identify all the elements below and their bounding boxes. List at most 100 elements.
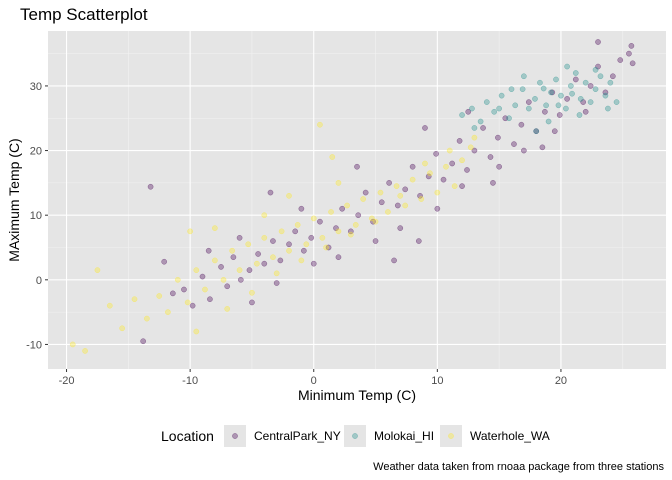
point-centralpark-ny bbox=[308, 234, 315, 241]
point-molokai-hi bbox=[558, 92, 564, 99]
point-waterhole-wa bbox=[212, 257, 218, 264]
point-waterhole-wa bbox=[69, 341, 76, 348]
point-centralpark-ny bbox=[277, 257, 284, 264]
point-waterhole-wa bbox=[94, 267, 101, 273]
point-centralpark-ny bbox=[464, 167, 470, 173]
point-molokai-hi bbox=[613, 99, 620, 105]
point-waterhole-wa bbox=[323, 244, 329, 251]
point-centralpark-ny bbox=[422, 125, 428, 131]
point-waterhole-wa bbox=[212, 225, 218, 231]
chart-title: Temp Scatterplot bbox=[20, 5, 148, 24]
x-tick-label: 20 bbox=[555, 375, 567, 387]
plot-panel bbox=[48, 31, 666, 369]
point-waterhole-wa bbox=[377, 189, 384, 196]
point-centralpark-ny bbox=[317, 218, 323, 225]
point-waterhole-wa bbox=[236, 267, 243, 273]
point-molokai-hi bbox=[483, 99, 490, 105]
point-centralpark-ny bbox=[355, 212, 362, 219]
x-axis-title: Minimum Temp (C) bbox=[298, 387, 416, 403]
point-centralpark-ny bbox=[417, 192, 423, 199]
point-molokai-hi bbox=[572, 70, 579, 76]
point-centralpark-ny bbox=[617, 57, 624, 63]
y-tick-label: 0 bbox=[36, 275, 42, 287]
legend-key-box bbox=[440, 425, 462, 447]
legend-label: Waterhole_WA bbox=[470, 429, 550, 443]
point-centralpark-ny bbox=[246, 267, 253, 273]
point-waterhole-wa bbox=[344, 202, 350, 209]
point-waterhole-wa bbox=[229, 247, 236, 254]
point-molokai-hi bbox=[592, 66, 599, 73]
point-waterhole-wa bbox=[249, 289, 255, 296]
point-waterhole-wa bbox=[193, 267, 200, 273]
point-centralpark-ny bbox=[161, 258, 168, 265]
point-waterhole-wa bbox=[310, 215, 317, 222]
point-molokai-hi bbox=[525, 105, 532, 112]
point-centralpark-ny bbox=[189, 302, 196, 309]
point-centralpark-ny bbox=[205, 247, 212, 254]
point-centralpark-ny bbox=[249, 299, 255, 306]
point-waterhole-wa bbox=[286, 192, 292, 199]
x-tick-label: 10 bbox=[431, 375, 443, 387]
point-centralpark-ny bbox=[551, 128, 558, 135]
point-waterhole-wa bbox=[427, 170, 433, 177]
point-waterhole-wa bbox=[202, 286, 208, 293]
point-centralpark-ny bbox=[354, 163, 360, 170]
point-molokai-hi bbox=[564, 63, 570, 70]
point-centralpark-ny bbox=[267, 189, 274, 196]
point-centralpark-ny bbox=[224, 283, 231, 290]
point-waterhole-wa bbox=[193, 328, 200, 335]
point-centralpark-ny bbox=[270, 238, 276, 244]
point-centralpark-ny bbox=[629, 60, 636, 67]
point-centralpark-ny bbox=[397, 225, 404, 231]
point-molokai-hi bbox=[597, 73, 604, 80]
point-centralpark-ny bbox=[335, 254, 342, 261]
legend-title: Location bbox=[161, 428, 214, 444]
point-waterhole-wa bbox=[278, 228, 285, 235]
point-molokai-hi bbox=[477, 118, 484, 125]
x-tick-label: -20 bbox=[59, 375, 75, 387]
point-waterhole-wa bbox=[385, 209, 391, 215]
point-centralpark-ny bbox=[587, 83, 594, 89]
point-waterhole-wa bbox=[446, 147, 453, 154]
point-molokai-hi bbox=[543, 102, 549, 109]
point-waterhole-wa bbox=[165, 309, 171, 315]
point-centralpark-ny bbox=[301, 247, 307, 254]
point-waterhole-wa bbox=[347, 231, 354, 238]
point-centralpark-ny bbox=[495, 134, 501, 141]
y-tick-label: 30 bbox=[30, 81, 42, 93]
point-centralpark-ny bbox=[347, 228, 354, 235]
point-waterhole-wa bbox=[119, 325, 126, 332]
point-centralpark-ny bbox=[140, 338, 147, 345]
point-molokai-hi bbox=[548, 89, 554, 96]
data-points bbox=[69, 39, 636, 354]
point-centralpark-ny bbox=[434, 205, 441, 212]
point-molokai-hi bbox=[555, 102, 562, 109]
point-waterhole-wa bbox=[360, 196, 367, 202]
point-centralpark-ny bbox=[626, 50, 632, 57]
point-waterhole-wa bbox=[409, 176, 416, 183]
point-centralpark-ny bbox=[339, 205, 346, 212]
point-waterhole-wa bbox=[261, 212, 268, 219]
point-molokai-hi bbox=[540, 85, 547, 92]
point-centralpark-ny bbox=[490, 180, 496, 186]
point-centralpark-ny bbox=[298, 205, 305, 212]
point-centralpark-ny bbox=[236, 234, 243, 241]
point-molokai-hi bbox=[567, 83, 574, 89]
point-molokai-hi bbox=[537, 79, 543, 86]
point-waterhole-wa bbox=[174, 276, 181, 283]
legend-key-point bbox=[232, 433, 238, 439]
point-waterhole-wa bbox=[335, 228, 342, 235]
point-waterhole-wa bbox=[156, 293, 163, 299]
point-centralpark-ny bbox=[465, 108, 472, 115]
point-molokai-hi bbox=[582, 79, 589, 86]
legend: Location CentralPark_NY Molokai_HI Waterho… bbox=[161, 425, 550, 447]
point-waterhole-wa bbox=[434, 189, 441, 196]
legend-label: CentralPark_NY bbox=[254, 429, 341, 443]
x-tick-label: -10 bbox=[182, 375, 198, 387]
point-centralpark-ny bbox=[230, 254, 237, 261]
point-waterhole-wa bbox=[443, 163, 449, 170]
point-centralpark-ny bbox=[169, 290, 176, 297]
point-centralpark-ny bbox=[292, 228, 299, 235]
point-molokai-hi bbox=[607, 79, 614, 86]
legend-key-box bbox=[344, 425, 366, 447]
